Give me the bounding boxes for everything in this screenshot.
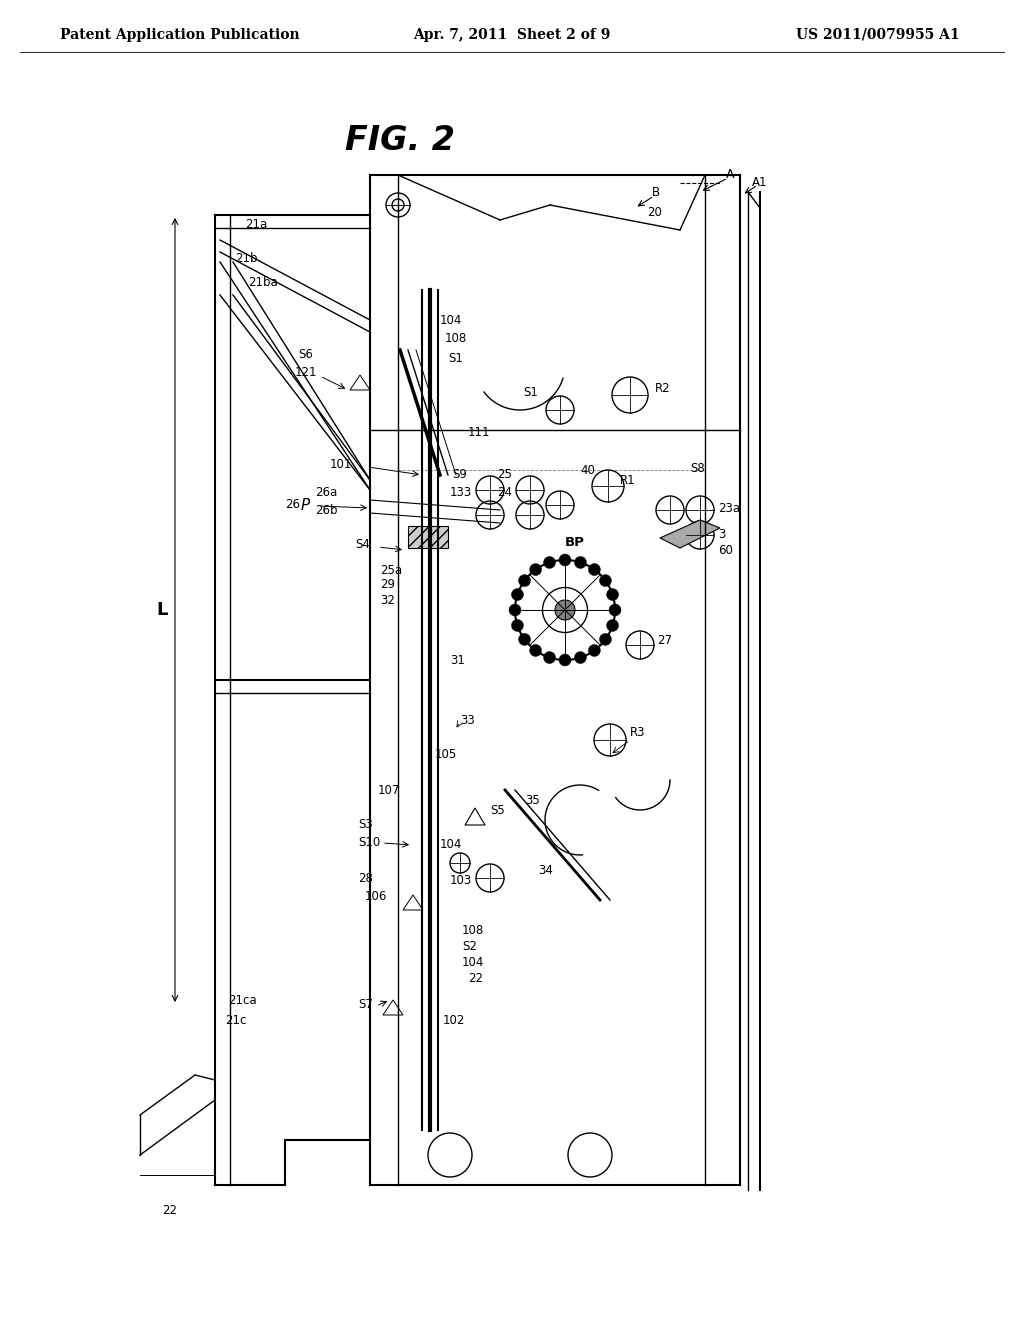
Text: B: B [652, 186, 660, 199]
Bar [408, 525, 449, 548]
Text: L: L [157, 601, 168, 619]
Text: 20: 20 [647, 206, 663, 219]
Text: 104: 104 [440, 314, 463, 326]
Text: 34: 34 [538, 863, 553, 876]
Text: 32: 32 [380, 594, 395, 606]
Circle shape [529, 564, 542, 576]
Circle shape [559, 554, 571, 566]
Text: 33: 33 [460, 714, 475, 726]
Text: 27: 27 [657, 634, 672, 647]
Circle shape [599, 574, 611, 586]
Text: P: P [300, 498, 309, 512]
Text: S5: S5 [490, 804, 505, 817]
Circle shape [544, 652, 556, 664]
Circle shape [511, 619, 523, 631]
Text: FIG. 2: FIG. 2 [345, 124, 455, 157]
Text: 102: 102 [443, 1014, 465, 1027]
Text: 108: 108 [462, 924, 484, 936]
Text: 21ba: 21ba [248, 276, 278, 289]
Text: R2: R2 [655, 381, 671, 395]
Text: R3: R3 [630, 726, 645, 738]
Circle shape [574, 652, 587, 664]
Circle shape [606, 589, 618, 601]
Text: 31: 31 [450, 653, 465, 667]
Circle shape [544, 557, 556, 569]
Text: R1: R1 [620, 474, 636, 487]
Text: 26a: 26a [315, 487, 337, 499]
Text: 60: 60 [718, 544, 733, 557]
Text: 104: 104 [440, 838, 463, 851]
Text: 25: 25 [497, 469, 512, 482]
Text: S10: S10 [358, 837, 380, 850]
Text: BP: BP [565, 536, 585, 549]
Text: S6: S6 [298, 348, 313, 362]
Text: S2: S2 [462, 940, 477, 953]
Text: 133: 133 [450, 487, 472, 499]
Text: 24: 24 [497, 486, 512, 499]
Text: 25a: 25a [380, 564, 402, 577]
Text: 108: 108 [445, 331, 467, 345]
Circle shape [574, 557, 587, 569]
Text: 21c: 21c [225, 1014, 247, 1027]
Circle shape [529, 644, 542, 656]
Text: 101: 101 [330, 458, 352, 471]
Circle shape [589, 564, 600, 576]
Text: 21b: 21b [234, 252, 257, 264]
Circle shape [518, 574, 530, 586]
Text: 28: 28 [358, 871, 373, 884]
Circle shape [555, 601, 575, 620]
Text: 40: 40 [580, 463, 595, 477]
Text: A: A [726, 169, 734, 181]
Text: S1: S1 [523, 387, 538, 400]
Text: 121: 121 [295, 367, 317, 380]
Text: Patent Application Publication: Patent Application Publication [60, 28, 300, 42]
Text: 3: 3 [718, 528, 725, 541]
Text: A1: A1 [752, 176, 768, 189]
Text: 105: 105 [435, 748, 458, 762]
Text: 23a: 23a [718, 502, 740, 515]
Text: S4: S4 [355, 539, 370, 552]
Text: S7: S7 [358, 998, 373, 1011]
Circle shape [518, 634, 530, 645]
Text: S8: S8 [690, 462, 705, 474]
Text: 21ca: 21ca [228, 994, 257, 1006]
Text: 22: 22 [468, 972, 483, 985]
Circle shape [609, 605, 621, 616]
Text: S9: S9 [452, 469, 467, 482]
Text: S3: S3 [358, 818, 373, 832]
Polygon shape [660, 520, 720, 548]
Text: 35: 35 [525, 793, 540, 807]
Text: 29: 29 [380, 578, 395, 591]
Text: 26b: 26b [315, 503, 338, 516]
Circle shape [559, 653, 571, 667]
Circle shape [599, 634, 611, 645]
Text: 103: 103 [450, 874, 472, 887]
Circle shape [511, 589, 523, 601]
Text: 107: 107 [378, 784, 400, 796]
Text: US 2011/0079955 A1: US 2011/0079955 A1 [797, 28, 961, 42]
Text: 111: 111 [468, 425, 490, 438]
Text: 104: 104 [462, 956, 484, 969]
Circle shape [589, 644, 600, 656]
Text: 106: 106 [365, 891, 387, 903]
Text: S1: S1 [449, 351, 463, 364]
Circle shape [509, 605, 521, 616]
Text: Apr. 7, 2011  Sheet 2 of 9: Apr. 7, 2011 Sheet 2 of 9 [414, 28, 610, 42]
Text: 22: 22 [163, 1204, 177, 1217]
Bar [370, 176, 740, 1185]
Text: 21a: 21a [245, 219, 267, 231]
Circle shape [606, 619, 618, 631]
Text: 26: 26 [285, 499, 300, 511]
